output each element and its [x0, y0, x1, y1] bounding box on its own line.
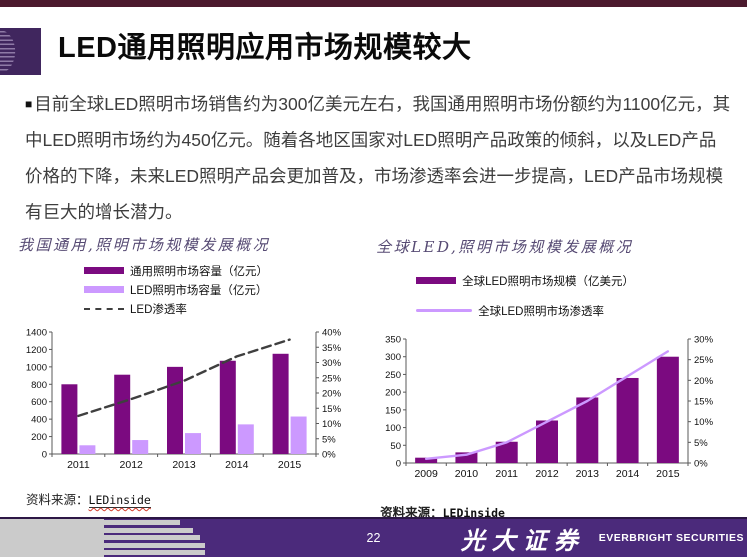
footer-bar: 22 光大证券 EVERBRIGHT SECURITIES	[0, 517, 747, 557]
legend-item: 通用照明市场容量（亿元）	[84, 261, 366, 280]
svg-text:15%: 15%	[694, 397, 714, 408]
svg-text:150: 150	[385, 405, 401, 416]
brand-chinese: 光大证券	[460, 525, 585, 555]
svg-text:350: 350	[385, 335, 401, 346]
svg-text:2012: 2012	[120, 459, 144, 471]
legend-swatch-light-bar	[84, 286, 124, 293]
slide-title: LED通用照明应用市场规模较大	[58, 32, 472, 64]
source-link[interactable]: LEDinside	[88, 493, 151, 508]
footer-logo-stripe	[104, 550, 205, 555]
brand-area: 光大证券 EVERBRIGHT SECURITIES	[461, 519, 744, 557]
bullet-icon: ■	[25, 97, 33, 111]
svg-text:2014: 2014	[616, 468, 640, 480]
svg-text:1000: 1000	[26, 362, 47, 373]
legend-swatch-dark-bar	[84, 267, 124, 274]
legend-item: 全球LED照明市场渗透率	[416, 301, 740, 320]
svg-text:5%: 5%	[694, 438, 708, 449]
source-link[interactable]: LEDinside	[442, 506, 505, 521]
page-number: 22	[366, 531, 381, 545]
svg-text:15%: 15%	[322, 404, 342, 415]
svg-text:10%: 10%	[322, 419, 342, 430]
svg-text:5%: 5%	[322, 434, 336, 445]
legend-label: 全球LED照明市场规模（亿美元）	[462, 275, 634, 288]
legend-label: 全球LED照明市场渗透率	[478, 305, 604, 318]
svg-text:200: 200	[385, 388, 401, 399]
footer-logo-stripe	[104, 542, 205, 548]
global-market-chart-section: 全球LED,照明市场规模发展概况 全球LED照明市场规模（亿美元） 全球LED照…	[376, 234, 740, 521]
svg-text:2009: 2009	[415, 468, 439, 480]
svg-text:35%: 35%	[322, 343, 342, 354]
svg-text:20%: 20%	[322, 389, 342, 400]
legend-label: LED渗透率	[130, 303, 187, 316]
charts-row: 我国通用,照明市场规模发展概况 通用照明市场容量（亿元） LED照明市场容量（亿…	[18, 234, 740, 521]
svg-text:2012: 2012	[535, 468, 559, 480]
svg-text:0: 0	[396, 459, 401, 470]
svg-text:40%: 40%	[322, 328, 342, 339]
everbright-logo-mark-icon	[0, 28, 41, 75]
footer-logo-stripes-icon	[0, 519, 212, 557]
legend-swatch-dashed-line	[84, 307, 124, 310]
left-chart-source: 资料来源：LEDinside	[26, 489, 366, 508]
source-label: 资料来源：	[26, 493, 89, 507]
svg-text:2015: 2015	[278, 459, 302, 471]
legend-label: 通用照明市场容量（亿元）	[130, 265, 268, 278]
svg-text:300: 300	[385, 352, 401, 363]
legend-item: LED照明市场容量（亿元）	[84, 280, 366, 299]
footer-logo-stripe	[104, 520, 180, 525]
svg-text:2013: 2013	[172, 459, 196, 471]
svg-text:2015: 2015	[656, 468, 680, 480]
body-paragraph: ■ 目前全球LED照明市场销售约为300亿美元左右，我国通用照明市场份额约为110…	[25, 86, 731, 230]
svg-text:50: 50	[391, 441, 402, 452]
footer-logo-stripe	[104, 535, 200, 540]
svg-text:30%: 30%	[322, 358, 342, 369]
legend-item: LED渗透率	[84, 299, 366, 318]
svg-text:25%: 25%	[694, 355, 714, 366]
right-chart-legend: 全球LED照明市场规模（亿美元） 全球LED照明市场渗透率	[416, 271, 740, 320]
svg-text:1400: 1400	[26, 328, 47, 339]
svg-text:400: 400	[31, 415, 47, 426]
svg-text:200: 200	[31, 432, 47, 443]
svg-text:600: 600	[31, 397, 47, 408]
logo-stripes-icon	[0, 31, 16, 72]
svg-text:0%: 0%	[694, 459, 708, 470]
footer-logo-block	[0, 519, 104, 557]
svg-text:10%: 10%	[694, 417, 714, 428]
right-chart-canvas: 0 50 100 150 200 250 300 350 0% 5% 10% 15% 20% 25% 30%…	[376, 331, 740, 486]
left-chart-canvas: 0 200 400 600 800 1000 1200 1400 0% 5% 10% 15% 20% 25…	[18, 324, 366, 477]
svg-text:0: 0	[42, 450, 47, 461]
svg-text:800: 800	[31, 380, 47, 391]
svg-text:2014: 2014	[225, 459, 249, 471]
source-label: 资料来源：	[380, 506, 443, 520]
left-chart-title: 我国通用,照明市场规模发展概况	[18, 236, 271, 254]
svg-text:25%: 25%	[322, 373, 342, 384]
svg-text:250: 250	[385, 370, 401, 381]
right-chart-source: 资料来源：LEDinside	[380, 502, 740, 521]
left-chart-legend: 通用照明市场容量（亿元） LED照明市场容量（亿元） LED渗透率	[84, 261, 366, 318]
svg-text:2011: 2011	[67, 459, 90, 471]
svg-text:0%: 0%	[322, 450, 336, 461]
legend-swatch-line	[416, 309, 473, 312]
svg-text:2013: 2013	[576, 468, 600, 480]
svg-text:30%: 30%	[694, 335, 714, 346]
top-accent-bar	[0, 0, 747, 7]
svg-text:20%: 20%	[694, 376, 714, 387]
legend-swatch-dark-bar	[416, 277, 457, 284]
svg-text:100: 100	[385, 423, 401, 434]
footer-logo-stripe	[104, 527, 193, 533]
svg-text:2010: 2010	[455, 468, 479, 480]
legend-item: 全球LED照明市场规模（亿美元）	[416, 271, 740, 290]
body-text: 目前全球LED照明市场销售约为300亿美元左右，我国通用照明市场份额约为1100…	[25, 94, 731, 222]
svg-text:1200: 1200	[26, 345, 47, 356]
right-chart-title: 全球LED,照明市场规模发展概况	[376, 238, 634, 256]
legend-label: LED照明市场容量（亿元）	[130, 284, 268, 297]
svg-text:2011: 2011	[496, 468, 519, 480]
brand-english: EVERBRIGHT SECURITIES	[598, 532, 744, 544]
china-market-chart-section: 我国通用,照明市场规模发展概况 通用照明市场容量（亿元） LED照明市场容量（亿…	[18, 234, 366, 521]
